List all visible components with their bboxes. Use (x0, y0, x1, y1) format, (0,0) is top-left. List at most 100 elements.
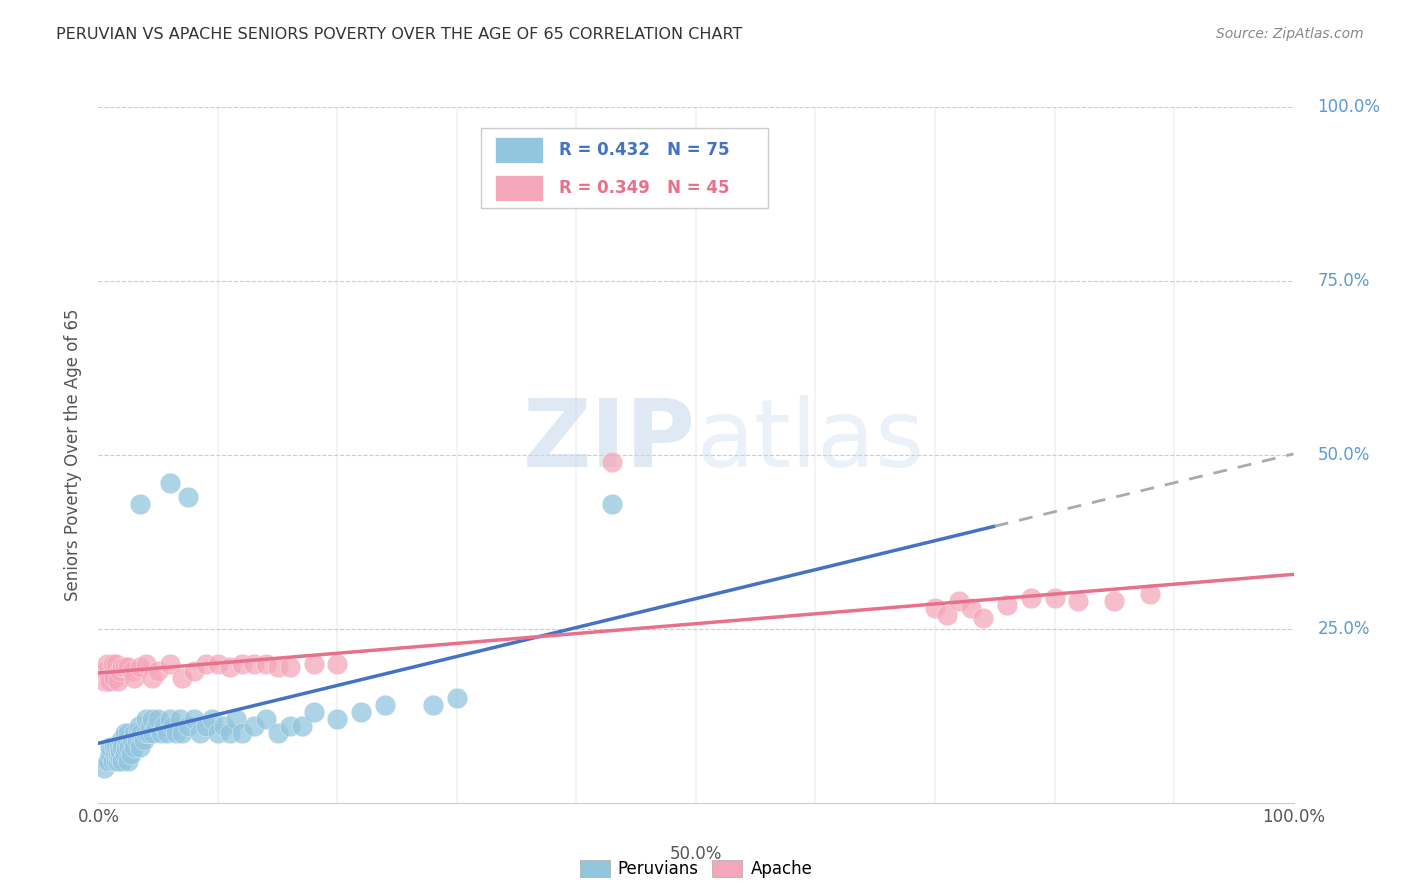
Point (129, 740, 152, 755)
Point (114, 660, 136, 674)
Point (201, 712, 224, 726)
Point (243, 657, 266, 671)
Point (148, 664, 170, 678)
Point (120, 747, 142, 761)
Point (103, 671, 125, 685)
Point (194, 657, 217, 671)
Point (183, 664, 205, 678)
Point (446, 691, 468, 706)
Point (114, 726, 136, 740)
Point (374, 698, 396, 713)
Y-axis label: Seniors Poverty Over the Age of 65: Seniors Poverty Over the Age of 65 (65, 309, 83, 601)
Point (278, 660, 301, 674)
Point (117, 754, 139, 768)
Point (177, 719, 200, 733)
Point (110, 733, 132, 747)
Bar (495, 175, 543, 201)
Point (302, 657, 325, 671)
Point (108, 664, 131, 678)
Point (219, 726, 242, 740)
Point (153, 719, 176, 733)
Point (1102, 594, 1125, 608)
Text: 100.0%: 100.0% (1317, 98, 1381, 116)
Point (135, 657, 157, 671)
Point (105, 740, 128, 755)
Point (935, 607, 957, 622)
Point (93, 674, 115, 689)
Point (107, 747, 129, 761)
Legend: Peruvians, Apache: Peruvians, Apache (572, 854, 820, 885)
Point (132, 733, 155, 747)
Point (98, 671, 121, 685)
Point (138, 726, 160, 740)
Point (105, 657, 128, 671)
Point (141, 671, 163, 685)
Point (129, 497, 152, 511)
FancyBboxPatch shape (481, 128, 768, 208)
Text: PERUVIAN VS APACHE SENIORS POVERTY OVER THE AGE OF 65 CORRELATION CHART: PERUVIAN VS APACHE SENIORS POVERTY OVER … (56, 27, 742, 42)
Point (98, 674, 122, 689)
Point (188, 726, 211, 740)
Point (96, 657, 118, 671)
Point (165, 726, 187, 740)
Point (98, 740, 122, 755)
Point (107, 754, 129, 768)
Bar (495, 137, 543, 163)
Point (107, 740, 129, 755)
Point (117, 726, 139, 740)
Point (97, 674, 120, 689)
Point (254, 657, 277, 671)
Point (145, 719, 167, 733)
Point (101, 657, 124, 671)
Text: R = 0.349   N = 45: R = 0.349 N = 45 (558, 178, 730, 197)
Point (111, 754, 134, 768)
Text: 50.0%: 50.0% (1317, 446, 1369, 464)
Point (104, 747, 127, 761)
Point (212, 719, 235, 733)
Point (267, 726, 290, 740)
Point (135, 712, 157, 726)
Point (225, 712, 247, 726)
Point (1139, 587, 1161, 601)
Point (172, 726, 194, 740)
Point (149, 726, 172, 740)
Point (101, 754, 124, 768)
Point (125, 733, 148, 747)
Point (600, 497, 623, 511)
Text: 50.0%: 50.0% (669, 845, 723, 863)
Point (108, 750, 131, 764)
Point (183, 712, 205, 726)
Point (231, 726, 253, 740)
Point (243, 719, 266, 733)
Point (124, 726, 146, 740)
Point (98, 747, 122, 761)
Point (177, 490, 200, 504)
Point (97, 754, 120, 768)
Point (169, 712, 191, 726)
Point (326, 712, 349, 726)
Point (94, 664, 117, 678)
Point (159, 657, 181, 671)
Point (948, 594, 970, 608)
Point (107, 674, 129, 689)
Point (302, 706, 325, 720)
Point (159, 475, 181, 490)
Text: 25.0%: 25.0% (1317, 620, 1369, 638)
Point (108, 744, 131, 758)
Point (121, 664, 143, 678)
Point (159, 712, 181, 726)
Point (924, 601, 946, 615)
Point (1067, 594, 1090, 608)
Point (141, 712, 163, 726)
Point (114, 747, 136, 761)
Text: 75.0%: 75.0% (1317, 272, 1369, 290)
Point (231, 657, 253, 671)
Point (194, 719, 217, 733)
Point (129, 660, 152, 674)
Text: atlas: atlas (696, 395, 924, 487)
Point (111, 660, 134, 674)
Point (1019, 591, 1042, 605)
Point (124, 740, 146, 755)
Point (128, 719, 150, 733)
Point (148, 712, 170, 726)
